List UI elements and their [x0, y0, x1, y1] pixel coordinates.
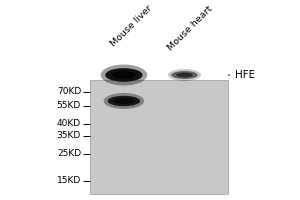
Text: Mouse heart: Mouse heart	[167, 4, 215, 52]
Text: 15KD: 15KD	[57, 176, 81, 185]
Ellipse shape	[105, 68, 142, 82]
Text: Mouse liver: Mouse liver	[110, 4, 154, 49]
Text: 40KD: 40KD	[57, 119, 81, 128]
Text: 55KD: 55KD	[57, 101, 81, 110]
Ellipse shape	[104, 93, 144, 109]
Bar	[90, 80, 228, 194]
Ellipse shape	[108, 96, 140, 106]
Ellipse shape	[176, 73, 193, 77]
Ellipse shape	[101, 64, 147, 86]
Ellipse shape	[114, 98, 134, 104]
Ellipse shape	[168, 69, 201, 81]
Text: HFE: HFE	[236, 70, 256, 80]
Ellipse shape	[112, 71, 136, 79]
Text: 35KD: 35KD	[57, 131, 81, 140]
Text: 70KD: 70KD	[57, 87, 81, 96]
Ellipse shape	[171, 71, 198, 79]
Text: 25KD: 25KD	[57, 149, 81, 158]
